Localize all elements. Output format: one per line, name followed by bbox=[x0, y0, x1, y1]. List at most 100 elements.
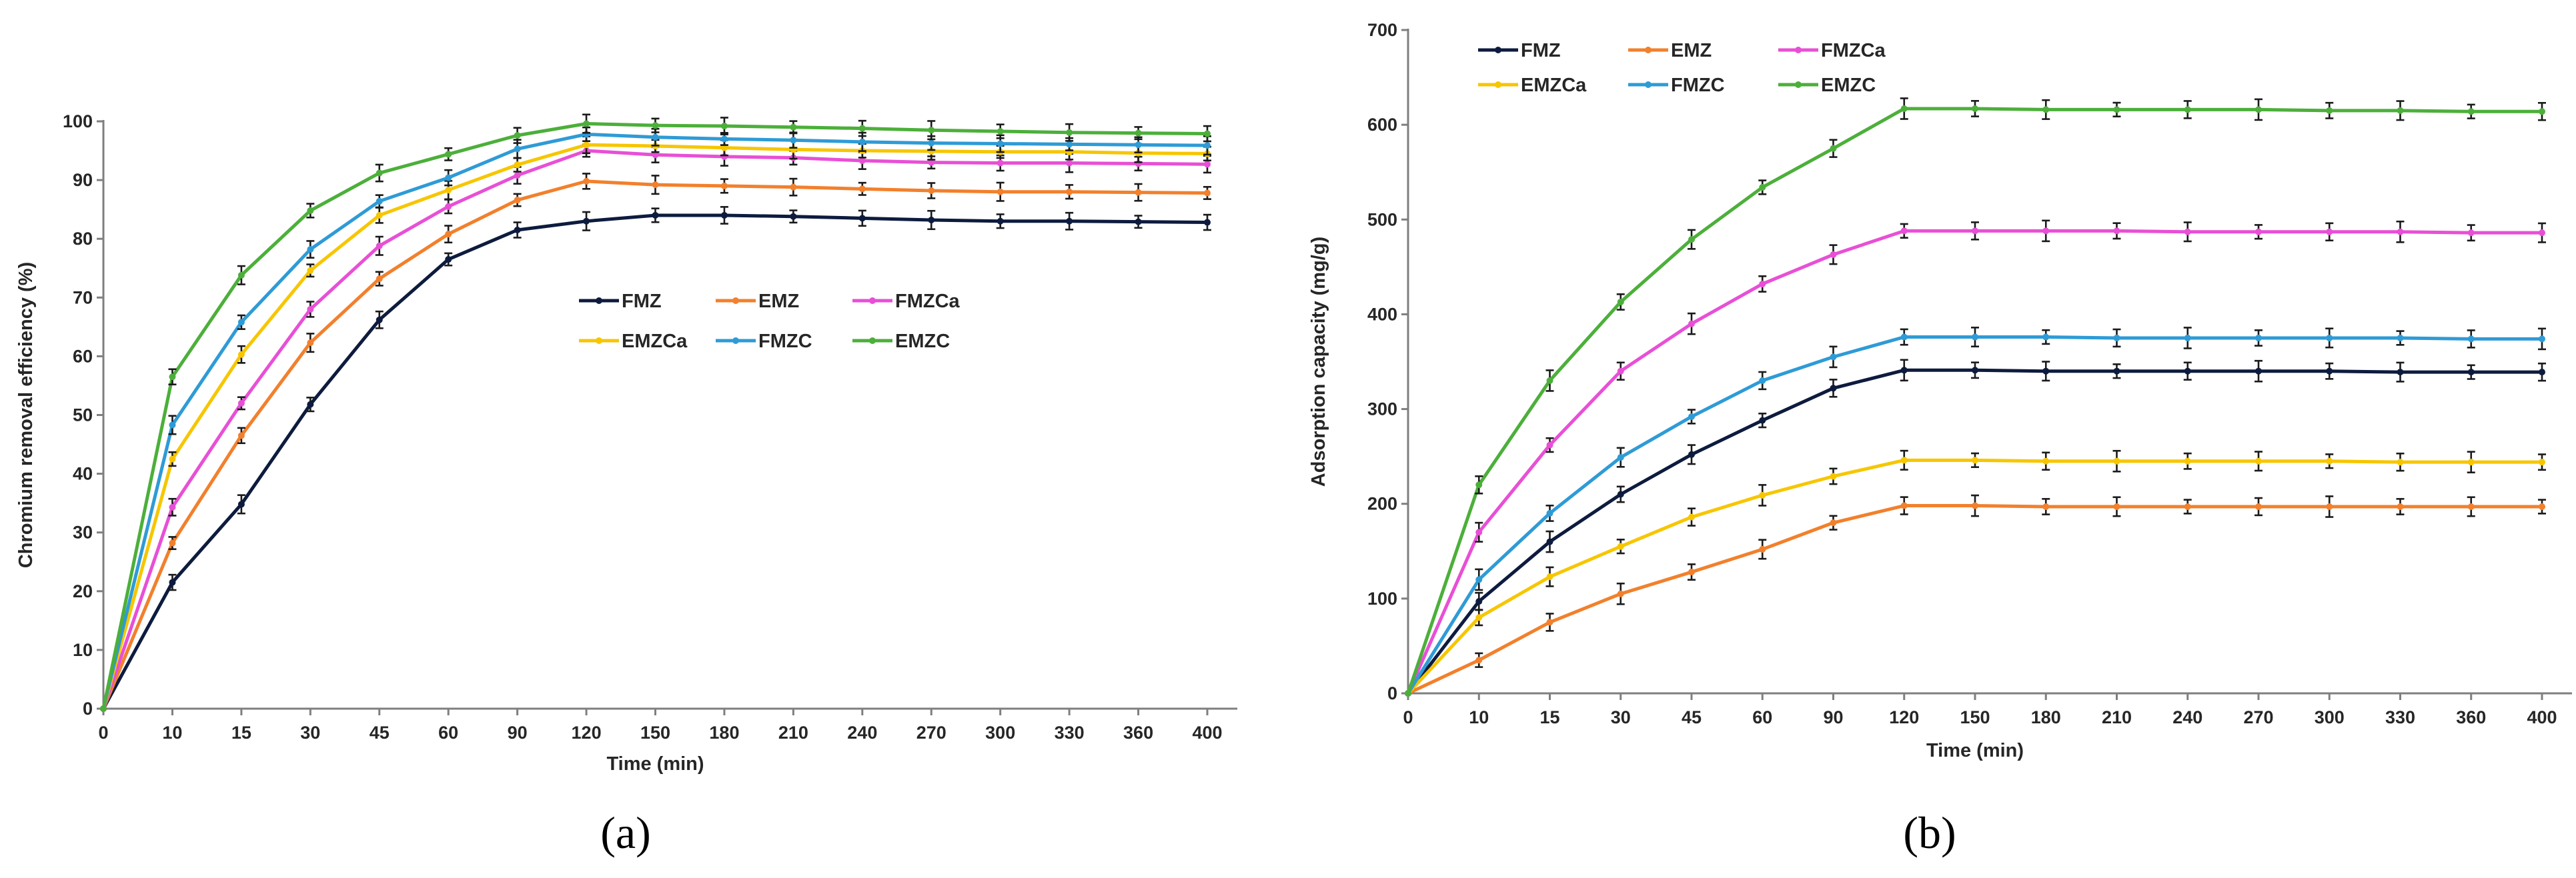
data-point bbox=[2255, 334, 2262, 341]
data-point bbox=[1204, 142, 1211, 149]
data-point bbox=[2467, 459, 2475, 466]
data-point bbox=[2042, 106, 2050, 113]
data-point bbox=[858, 215, 866, 222]
x-tick-label: 15 bbox=[231, 723, 251, 743]
data-point bbox=[1688, 320, 1695, 327]
x-tick-label: 0 bbox=[1403, 707, 1413, 727]
legend-marker-fmzc bbox=[1645, 81, 1652, 88]
data-point bbox=[445, 231, 452, 238]
data-point bbox=[2184, 367, 2191, 375]
data-point bbox=[1900, 457, 1908, 464]
data-point bbox=[1475, 657, 1483, 664]
data-point bbox=[1972, 105, 1978, 112]
data-point bbox=[2397, 107, 2404, 114]
y-tick-label: 70 bbox=[73, 287, 93, 307]
data-point bbox=[1066, 159, 1073, 167]
legend: FMZ EMZ FMZCa EMZCa FMZC EMZC bbox=[579, 291, 960, 352]
legend: FMZ EMZ FMZCa EMZCa FMZC EMZC bbox=[1478, 40, 1886, 96]
data-point bbox=[1204, 189, 1211, 197]
data-point bbox=[1900, 105, 1908, 112]
legend-marker-emzca bbox=[1495, 81, 1501, 88]
panel-label: (b) bbox=[1903, 807, 1956, 858]
data-point bbox=[445, 187, 452, 194]
x-tick-label: 45 bbox=[370, 723, 390, 743]
y-tick-label: 10 bbox=[73, 640, 93, 660]
data-point bbox=[1475, 481, 1483, 489]
legend-label-fmz: FMZ bbox=[622, 291, 662, 312]
x-tick-label: 400 bbox=[2527, 707, 2557, 727]
data-point bbox=[1830, 251, 1837, 258]
series-emzc bbox=[100, 113, 1211, 712]
series-fmz bbox=[1405, 359, 2546, 697]
data-point bbox=[1135, 141, 1142, 149]
data-point bbox=[790, 137, 797, 144]
data-point bbox=[169, 539, 176, 547]
legend-label-fmz: FMZ bbox=[1521, 40, 1561, 61]
x-tick-label: 0 bbox=[98, 723, 108, 743]
data-point bbox=[2539, 229, 2545, 237]
data-point bbox=[2113, 503, 2120, 510]
y-tick-label: 100 bbox=[63, 111, 93, 131]
y-tick-label: 80 bbox=[73, 229, 93, 249]
data-point bbox=[858, 157, 866, 165]
data-point bbox=[1830, 519, 1837, 527]
data-point bbox=[237, 351, 245, 358]
data-point bbox=[720, 211, 728, 219]
data-point bbox=[928, 139, 935, 147]
data-point bbox=[169, 503, 176, 511]
data-point bbox=[169, 373, 176, 381]
x-tick-label: 360 bbox=[2456, 707, 2486, 727]
series-fmzc bbox=[1405, 327, 2546, 697]
data-point bbox=[2539, 503, 2545, 510]
data-point bbox=[1066, 217, 1073, 225]
series-fmzca bbox=[100, 143, 1211, 712]
data-point bbox=[1617, 491, 1624, 498]
data-point bbox=[2467, 108, 2475, 115]
data-point bbox=[2113, 367, 2120, 375]
data-point bbox=[2113, 334, 2120, 341]
data-point bbox=[928, 187, 935, 194]
data-point bbox=[790, 123, 797, 131]
x-tick-label: 10 bbox=[1469, 707, 1489, 727]
data-point bbox=[2539, 459, 2545, 466]
y-tick-label: 300 bbox=[1367, 399, 1397, 419]
data-point bbox=[997, 217, 1004, 225]
legend-marker-emz bbox=[1645, 47, 1652, 53]
y-tick-label: 60 bbox=[73, 346, 93, 366]
data-point bbox=[997, 140, 1004, 147]
data-point bbox=[1546, 509, 1553, 517]
data-point bbox=[1830, 353, 1837, 361]
series-line-fmzca bbox=[101, 149, 1208, 709]
data-point bbox=[1405, 690, 1411, 697]
data-point bbox=[2467, 229, 2475, 237]
data-point bbox=[1546, 538, 1553, 545]
data-point bbox=[1972, 502, 1978, 509]
data-point bbox=[2184, 334, 2191, 341]
data-point bbox=[2113, 457, 2120, 465]
legend-label-fmzca: FMZCa bbox=[1821, 40, 1886, 61]
data-point bbox=[2326, 107, 2333, 114]
data-point bbox=[790, 183, 797, 191]
data-point bbox=[169, 421, 176, 429]
x-tick-label: 150 bbox=[640, 723, 670, 743]
data-point bbox=[2326, 228, 2333, 235]
legend-marker-emzca bbox=[596, 337, 602, 344]
data-point bbox=[307, 305, 314, 313]
x-axis-title: Time (min) bbox=[1926, 740, 2024, 761]
data-point bbox=[583, 141, 590, 149]
data-point bbox=[2326, 503, 2333, 510]
data-point bbox=[652, 181, 659, 189]
data-point bbox=[2539, 108, 2545, 115]
data-point bbox=[1617, 590, 1624, 597]
data-point bbox=[2255, 503, 2262, 510]
data-point bbox=[445, 256, 452, 263]
data-point bbox=[2042, 367, 2050, 375]
data-point bbox=[307, 207, 314, 214]
y-tick-label: 200 bbox=[1367, 494, 1397, 514]
data-point bbox=[2042, 227, 2050, 235]
data-point bbox=[1475, 614, 1483, 621]
data-point bbox=[376, 275, 383, 283]
legend-label-emz: EMZ bbox=[758, 291, 799, 312]
data-point bbox=[928, 217, 935, 224]
legend-label-emzc: EMZC bbox=[895, 331, 950, 352]
